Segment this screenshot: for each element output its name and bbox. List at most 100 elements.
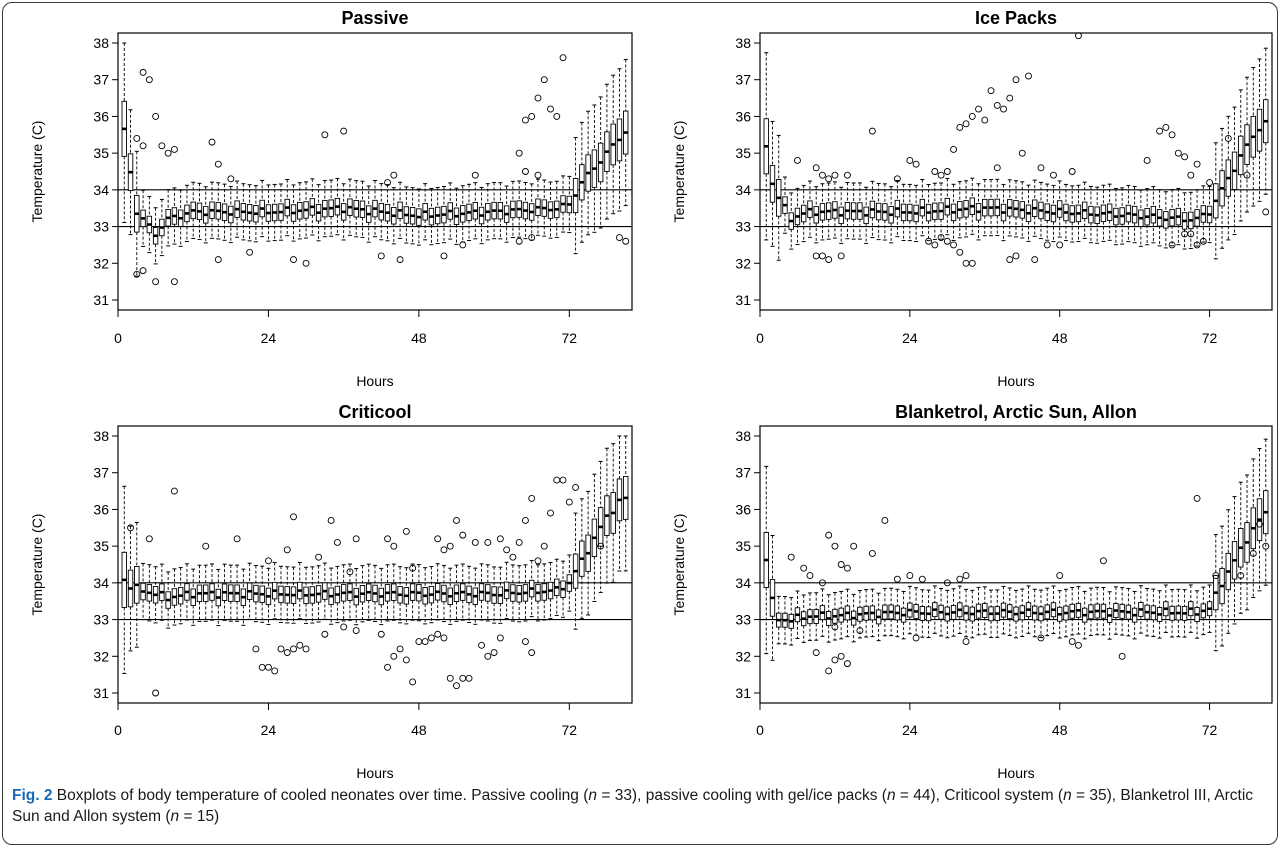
box-hour-22 <box>253 185 259 243</box>
box-hour-68 <box>1181 589 1188 638</box>
box-hour-62 <box>1144 188 1150 246</box>
outlier-point <box>521 516 529 524</box>
box-hour-74 <box>579 121 585 243</box>
box-hour-8 <box>165 189 171 247</box>
box-hour-55 <box>1100 587 1107 636</box>
box-hour-77 <box>1238 89 1244 222</box>
plot-border <box>117 425 633 704</box>
box-hour-54 <box>453 564 460 622</box>
outlier-point <box>1262 208 1270 216</box>
box-hour-72 <box>566 175 573 234</box>
outlier-point <box>800 564 808 572</box>
box-hour-35 <box>334 565 341 624</box>
outlier-point <box>290 256 297 264</box>
x-tick-label: 24 <box>261 330 277 346</box>
box-hour-7 <box>159 198 165 257</box>
box-hour-70 <box>1194 189 1200 247</box>
y-tick-label: 35 <box>735 145 751 161</box>
outlier-point <box>158 142 166 150</box>
box-hour-53 <box>447 182 453 240</box>
box-hour-65 <box>1163 191 1169 249</box>
box-hour-14 <box>844 182 851 240</box>
outlier-point <box>321 630 329 638</box>
box-hour-40 <box>1007 179 1013 237</box>
outlier-point <box>1025 72 1032 80</box>
box-hour-24 <box>907 585 913 635</box>
box-hour-78 <box>604 447 610 584</box>
box-hour-2 <box>127 525 134 652</box>
caption-text-3: = 44), Criticool system ( <box>895 787 1064 804</box>
outlier-point <box>465 674 473 682</box>
y-tick-label: 34 <box>735 182 751 198</box>
caption-text-1: Boxplots of body temperature of cooled n… <box>52 787 589 804</box>
box-hour-66 <box>1169 589 1175 638</box>
y-tick-label: 33 <box>93 219 109 235</box>
outlier-point <box>962 259 970 267</box>
outlier-point <box>937 171 945 179</box>
box-hour-11 <box>825 182 832 240</box>
y-tick-label: 38 <box>93 428 109 444</box>
box-hour-59 <box>1125 184 1132 243</box>
outlier-point <box>812 252 820 260</box>
outlier-point <box>837 561 845 568</box>
box-hour-48 <box>1057 590 1063 639</box>
box-hour-17 <box>221 563 228 621</box>
outlier-point <box>825 667 833 675</box>
outlier-point <box>918 575 926 583</box>
outlier-point <box>950 146 958 153</box>
box-hour-20 <box>240 183 247 241</box>
box-hour-73 <box>572 137 579 255</box>
box-hour-10 <box>177 189 184 247</box>
outlier-point <box>943 168 951 175</box>
box-hour-21 <box>888 186 894 244</box>
box-hour-13 <box>196 182 203 240</box>
box-hour-25 <box>272 183 278 242</box>
outlier-point <box>1224 135 1232 142</box>
box-hour-29 <box>938 182 944 240</box>
outlier-point <box>390 542 398 550</box>
y-tick-label: 32 <box>735 648 751 664</box>
caption-n-4: n <box>170 808 180 825</box>
y-tick-label: 32 <box>735 255 751 271</box>
box-hour-9 <box>171 187 178 245</box>
box-hour-46 <box>1044 587 1050 637</box>
box-hour-78 <box>1244 474 1250 611</box>
outlier-point <box>1050 171 1057 179</box>
box-hour-41 <box>372 180 378 238</box>
outlier-point <box>1168 131 1176 139</box>
outlier-point <box>831 171 839 179</box>
box-hour-16 <box>857 182 863 240</box>
box-hour-71 <box>1200 185 1207 243</box>
box-hour-44 <box>1032 588 1038 638</box>
box-hour-57 <box>1113 187 1119 246</box>
caption-n-1: n <box>588 787 598 804</box>
outlier-point <box>1006 94 1014 102</box>
outlier-point <box>856 627 864 635</box>
box-hour-17 <box>863 186 869 244</box>
box-hour-9 <box>813 592 819 641</box>
box-hour-69 <box>547 561 554 620</box>
box-hour-26 <box>919 589 926 638</box>
box-hour-6 <box>794 590 801 639</box>
box-hour-31 <box>950 183 957 241</box>
box-hour-10 <box>177 567 184 625</box>
box-hour-56 <box>1106 591 1113 640</box>
box-hour-31 <box>309 178 316 236</box>
x-tick-label: 0 <box>756 722 764 738</box>
box-hour-16 <box>215 182 221 240</box>
box-hour-72 <box>566 554 573 612</box>
outlier-point <box>831 623 839 631</box>
box-hour-13 <box>196 564 203 622</box>
y-tick-label: 37 <box>735 465 751 481</box>
box-hour-43 <box>384 564 391 622</box>
plot-border <box>117 32 633 311</box>
box-hour-52 <box>441 564 447 623</box>
outlier-point <box>987 87 995 95</box>
box-hour-50 <box>428 188 435 246</box>
box-hour-3 <box>776 595 782 645</box>
box-hour-75 <box>1225 115 1231 241</box>
box-hour-76 <box>1231 496 1238 625</box>
outlier-point <box>227 175 235 183</box>
outlier-point <box>346 568 354 576</box>
